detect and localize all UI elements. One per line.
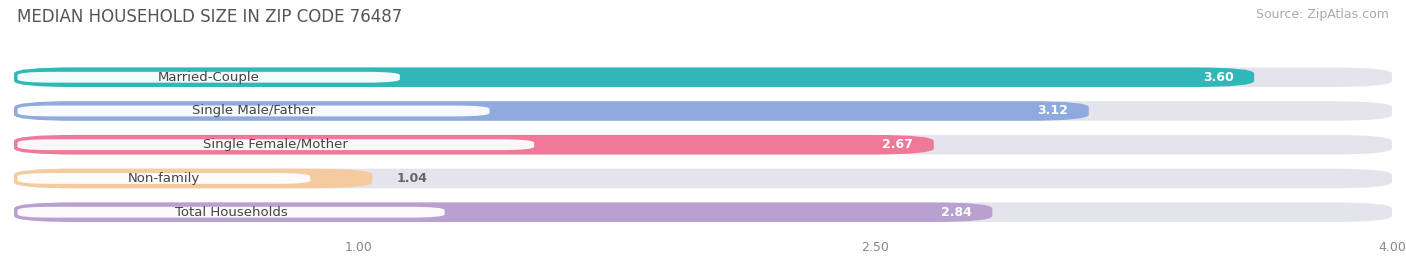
FancyBboxPatch shape [17,72,399,83]
FancyBboxPatch shape [14,101,1392,121]
FancyBboxPatch shape [14,169,373,188]
FancyBboxPatch shape [17,106,489,116]
FancyBboxPatch shape [17,173,311,184]
Text: Married-Couple: Married-Couple [157,71,260,84]
Text: MEDIAN HOUSEHOLD SIZE IN ZIP CODE 76487: MEDIAN HOUSEHOLD SIZE IN ZIP CODE 76487 [17,8,402,26]
FancyBboxPatch shape [14,202,1392,222]
Text: 3.12: 3.12 [1038,105,1069,117]
Text: Non-family: Non-family [128,172,200,185]
Text: Total Households: Total Households [174,206,287,219]
FancyBboxPatch shape [17,139,534,150]
Text: 1.04: 1.04 [396,172,427,185]
FancyBboxPatch shape [14,169,1392,188]
FancyBboxPatch shape [14,135,1392,155]
FancyBboxPatch shape [14,135,934,155]
Text: 2.84: 2.84 [941,206,972,219]
Text: 2.67: 2.67 [882,138,912,151]
Text: 3.60: 3.60 [1202,71,1233,84]
FancyBboxPatch shape [14,101,1088,121]
Text: Source: ZipAtlas.com: Source: ZipAtlas.com [1256,8,1389,21]
Text: Single Male/Father: Single Male/Father [191,105,315,117]
Text: Single Female/Mother: Single Female/Mother [204,138,349,151]
FancyBboxPatch shape [14,202,993,222]
FancyBboxPatch shape [14,68,1254,87]
FancyBboxPatch shape [14,68,1392,87]
FancyBboxPatch shape [17,207,444,218]
